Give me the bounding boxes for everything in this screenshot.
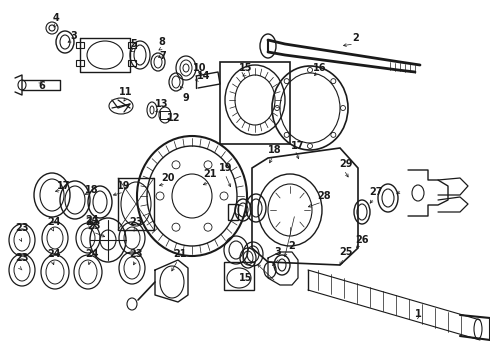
Text: 25: 25 [339,247,353,257]
Text: 29: 29 [339,159,353,169]
Text: 24: 24 [47,217,61,227]
Bar [228,204,238,220]
Text: 23: 23 [129,217,143,227]
Text: 9: 9 [183,93,189,103]
Text: 17: 17 [291,141,305,151]
Text: 18: 18 [85,185,99,195]
Bar [220,62,290,144]
Text: 2: 2 [289,241,295,251]
Text: 15: 15 [239,273,253,283]
Text: 17: 17 [57,181,71,191]
Text: 1: 1 [415,309,421,319]
Text: 11: 11 [119,87,133,97]
Text: 3: 3 [71,31,77,41]
Text: 13: 13 [155,99,169,109]
Text: 23: 23 [87,221,101,231]
Bar [76,60,84,66]
Text: 4: 4 [52,13,59,23]
Text: 28: 28 [317,191,331,201]
Bar [224,262,254,290]
Text: 27: 27 [369,187,383,197]
Text: 12: 12 [167,113,181,123]
Text: 21: 21 [173,249,187,259]
Text: 24: 24 [85,215,99,225]
Text: 8: 8 [159,37,166,47]
Text: 20: 20 [161,173,175,183]
Text: 24: 24 [47,249,61,259]
Text: 22: 22 [85,217,99,227]
Text: 24: 24 [85,249,99,259]
Text: 19: 19 [219,163,233,173]
Text: 23: 23 [129,249,143,259]
Text: 21: 21 [203,169,217,179]
Text: 3: 3 [274,247,281,257]
Text: 7: 7 [160,51,167,61]
Text: 5: 5 [131,39,137,49]
Text: 10: 10 [193,63,207,73]
Text: 23: 23 [15,253,29,263]
Text: 16: 16 [313,63,327,73]
Bar [128,42,136,48]
Text: 6: 6 [39,81,46,91]
Text: 23: 23 [15,223,29,233]
Text: 2: 2 [353,33,359,43]
Text: 14: 14 [197,71,211,81]
Text: 15: 15 [239,63,253,73]
Text: 26: 26 [355,235,369,245]
Text: 18: 18 [268,145,282,155]
Bar [128,60,136,66]
Text: 19: 19 [117,181,131,191]
Bar [76,42,84,48]
